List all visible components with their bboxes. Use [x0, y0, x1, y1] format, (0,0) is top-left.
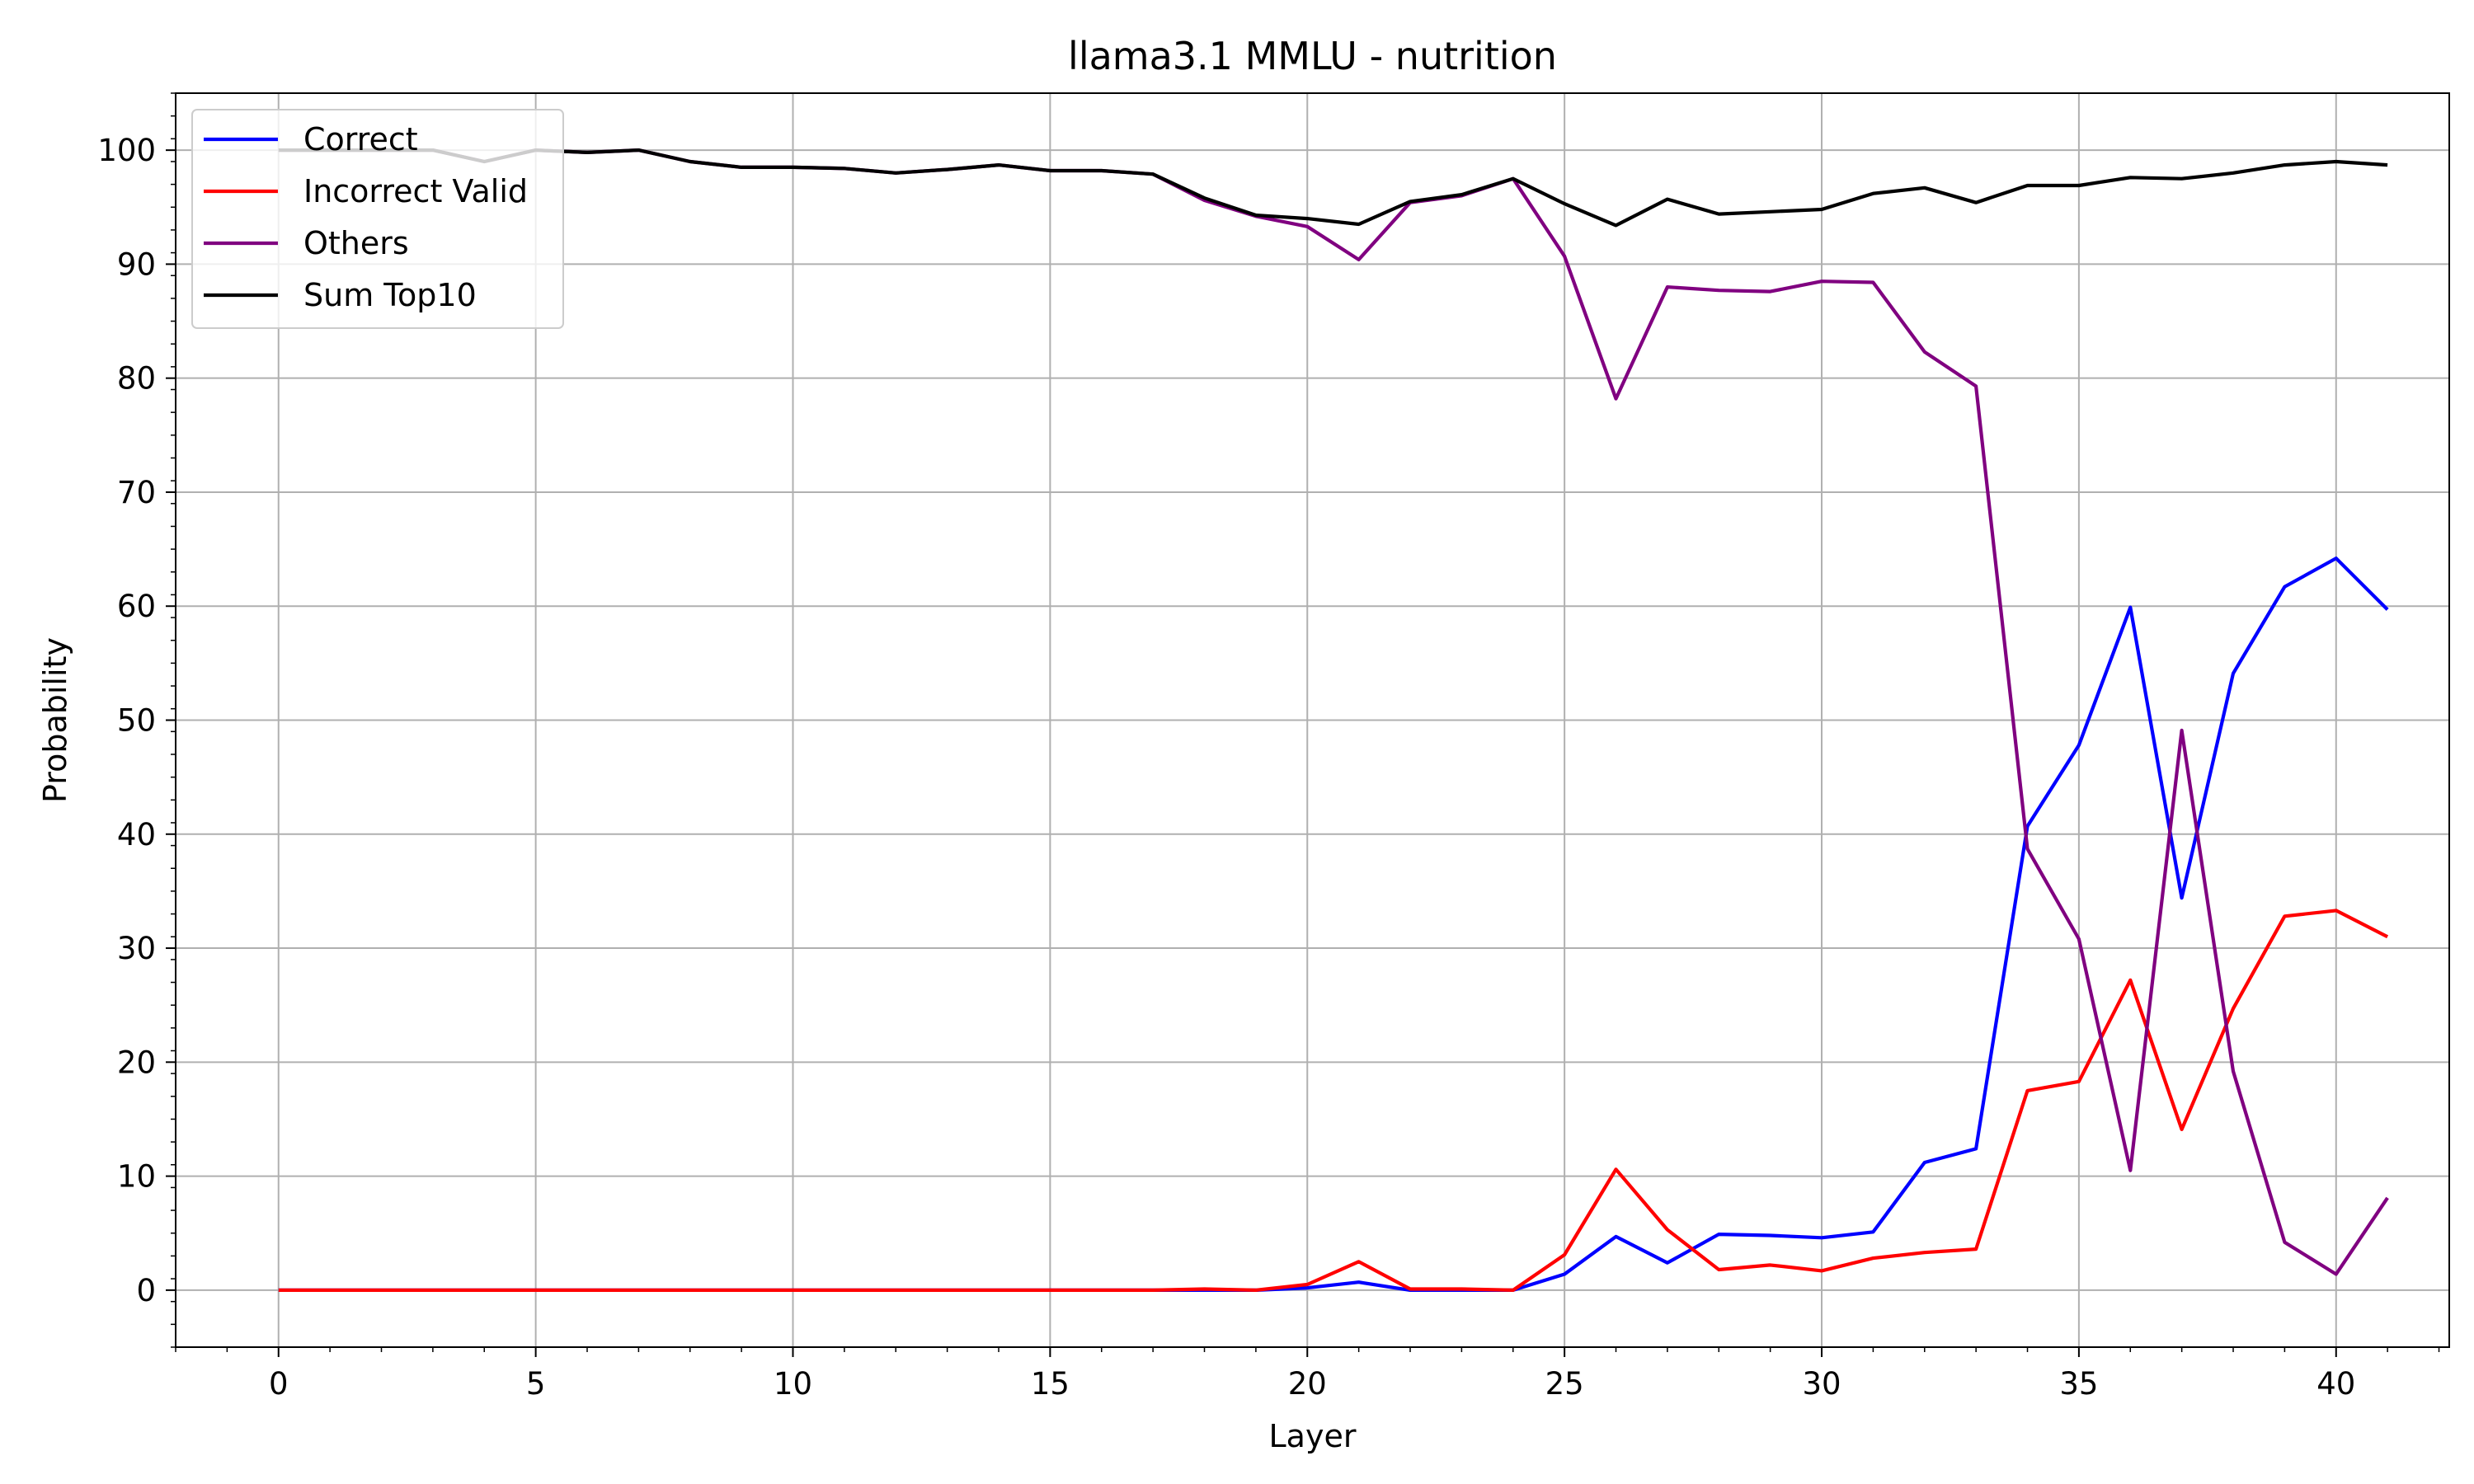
- y-tick-label: 80: [117, 361, 156, 397]
- legend-label: Incorrect Valid: [303, 173, 528, 209]
- y-tick-label: 30: [117, 931, 156, 966]
- y-axis-label: Probability: [37, 637, 73, 803]
- chart-title: llama3.1 MMLU - nutrition: [1068, 34, 1557, 78]
- x-tick-label: 40: [2316, 1366, 2355, 1402]
- x-tick-label: 5: [526, 1366, 546, 1402]
- x-tick-label: 15: [1031, 1366, 1070, 1402]
- legend: Correct Incorrect Valid Others Sum Top10: [191, 109, 564, 329]
- y-tick-label: 90: [117, 247, 156, 282]
- y-tick-label: 20: [117, 1045, 156, 1080]
- x-tick-label: 25: [1545, 1366, 1584, 1402]
- series-line-incorrect-valid: [278, 909, 2389, 1293]
- y-tick-label: 60: [117, 589, 156, 624]
- x-axis-label: Layer: [1269, 1418, 1357, 1454]
- y-tick-label: 10: [117, 1159, 156, 1195]
- legend-box: [191, 109, 564, 329]
- y-tick-label: 0: [136, 1273, 156, 1308]
- x-tick-label: 20: [1288, 1366, 1327, 1402]
- y-tick-label: 50: [117, 703, 156, 739]
- axis-ticks: 0 5 10 15 20 25 30 35 40 0 10 20 30 40 50 60 70 80 90 100: [97, 92, 2440, 1402]
- y-tick-label: 100: [97, 133, 156, 168]
- series-line-sum-top10: [278, 148, 2388, 228]
- legend-label: Correct: [303, 121, 418, 157]
- legend-label: Others: [303, 225, 409, 261]
- grid: [176, 93, 2449, 1347]
- y-tick-label: 40: [117, 817, 156, 852]
- x-tick-label: 0: [269, 1366, 289, 1402]
- x-tick-label: 10: [774, 1366, 812, 1402]
- legend-label: Sum Top10: [303, 277, 477, 313]
- series-lines: [278, 148, 2389, 1293]
- y-tick-label: 70: [117, 475, 156, 510]
- x-tick-label: 35: [2059, 1366, 2098, 1402]
- x-tick-label: 30: [1802, 1366, 1841, 1402]
